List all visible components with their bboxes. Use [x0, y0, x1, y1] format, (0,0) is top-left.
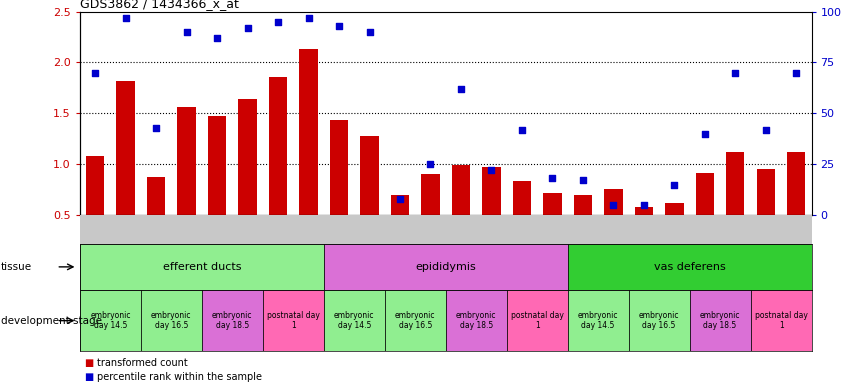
Bar: [262, 290, 324, 351]
Bar: [482, 167, 500, 215]
Bar: [208, 116, 226, 215]
Text: embryonic
day 16.5: embryonic day 16.5: [639, 311, 680, 330]
Point: [668, 182, 681, 188]
Point: [516, 126, 529, 132]
Text: embryonic
day 18.5: embryonic day 18.5: [212, 311, 252, 330]
Bar: [391, 195, 409, 215]
Text: embryonic
day 16.5: embryonic day 16.5: [151, 311, 192, 330]
Text: ■: ■: [84, 358, 93, 368]
Text: postnatal day
1: postnatal day 1: [510, 311, 563, 330]
Point: [606, 202, 620, 208]
Bar: [238, 99, 257, 215]
Bar: [665, 203, 684, 215]
Bar: [568, 290, 628, 351]
Point: [728, 70, 742, 76]
Text: ■: ■: [84, 372, 93, 382]
Text: postnatal day
1: postnatal day 1: [267, 311, 320, 330]
Bar: [787, 152, 806, 215]
Bar: [628, 290, 690, 351]
Bar: [506, 290, 568, 351]
Point: [546, 175, 559, 182]
Text: efferent ducts: efferent ducts: [162, 262, 241, 272]
Bar: [750, 290, 812, 351]
Text: embryonic
day 18.5: embryonic day 18.5: [456, 311, 496, 330]
Point: [394, 196, 407, 202]
Text: embryonic
day 14.5: embryonic day 14.5: [90, 311, 130, 330]
Bar: [86, 156, 104, 215]
Bar: [80, 244, 324, 290]
Point: [302, 15, 315, 21]
Text: vas deferens: vas deferens: [653, 262, 726, 272]
Point: [759, 126, 773, 132]
Text: embryonic
day 18.5: embryonic day 18.5: [700, 311, 740, 330]
Bar: [140, 290, 202, 351]
Bar: [568, 244, 812, 290]
Point: [88, 70, 102, 76]
Bar: [202, 290, 262, 351]
Bar: [177, 107, 196, 215]
Point: [150, 124, 163, 131]
Point: [637, 202, 651, 208]
Bar: [690, 290, 750, 351]
Point: [362, 29, 376, 35]
Bar: [726, 152, 744, 215]
Point: [272, 18, 285, 25]
Bar: [80, 290, 140, 351]
Bar: [324, 290, 384, 351]
Bar: [384, 290, 446, 351]
Text: transformed count: transformed count: [97, 358, 188, 368]
Text: postnatal day
1: postnatal day 1: [754, 311, 807, 330]
Point: [332, 23, 346, 29]
Point: [119, 15, 132, 21]
Text: GDS3862 / 1434366_x_at: GDS3862 / 1434366_x_at: [80, 0, 239, 10]
Point: [790, 70, 803, 76]
Bar: [452, 165, 470, 215]
Bar: [574, 195, 592, 215]
Bar: [543, 193, 562, 215]
Bar: [446, 290, 506, 351]
Bar: [360, 136, 378, 215]
Bar: [269, 77, 287, 215]
Point: [424, 161, 437, 167]
Bar: [604, 189, 622, 215]
Point: [698, 131, 711, 137]
Bar: [696, 173, 714, 215]
Bar: [757, 169, 775, 215]
Bar: [324, 244, 568, 290]
Text: embryonic
day 14.5: embryonic day 14.5: [578, 311, 618, 330]
Point: [576, 177, 590, 184]
Point: [484, 167, 498, 173]
Bar: [421, 174, 440, 215]
Text: embryonic
day 14.5: embryonic day 14.5: [334, 311, 374, 330]
Bar: [299, 49, 318, 215]
Text: tissue: tissue: [1, 262, 32, 272]
Point: [180, 29, 193, 35]
Point: [241, 25, 254, 31]
Text: epididymis: epididymis: [415, 262, 476, 272]
Bar: [330, 121, 348, 215]
Bar: [635, 207, 653, 215]
Point: [454, 86, 468, 92]
Bar: [116, 81, 135, 215]
Text: development stage: development stage: [1, 316, 102, 326]
Bar: [513, 182, 531, 215]
Text: percentile rank within the sample: percentile rank within the sample: [97, 372, 262, 382]
Point: [210, 35, 224, 41]
Bar: [147, 177, 165, 215]
Text: embryonic
day 16.5: embryonic day 16.5: [395, 311, 436, 330]
